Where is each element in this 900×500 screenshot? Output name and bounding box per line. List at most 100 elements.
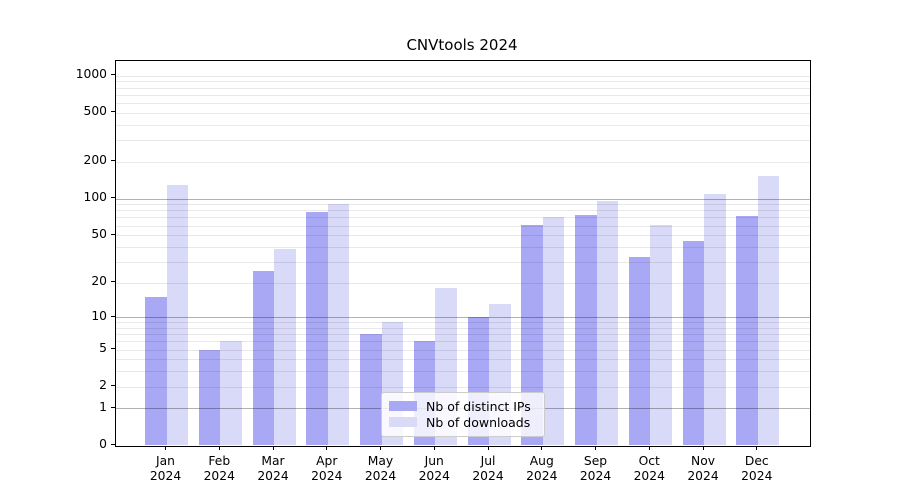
bar-sep-distinct-ips <box>575 215 597 446</box>
x-tick-label-jul: Jul 2024 <box>456 454 520 485</box>
legend-item-downloads: Nb of downloads <box>389 415 538 430</box>
x-tick-year: 2024 <box>633 469 665 483</box>
y-tick-label-5: 5 <box>99 341 107 356</box>
legend-swatch-distinct-ips-icon <box>389 401 417 411</box>
y-tick-label-2: 2 <box>99 378 107 393</box>
x-tick-year: 2024 <box>311 469 343 483</box>
y-tick-label-50: 50 <box>91 226 107 241</box>
x-tick-mark-jun <box>433 445 435 450</box>
y-tick-mark-50 <box>111 233 115 235</box>
gridline-2 <box>116 386 810 388</box>
gridline-30 <box>116 261 810 263</box>
gridline-800 <box>116 87 810 89</box>
y-tick-label-20: 20 <box>91 274 107 289</box>
grid-layer <box>116 61 810 446</box>
bar-apr-downloads <box>327 204 350 446</box>
y-tick-mark-10 <box>111 315 115 317</box>
x-tick-label-may: May 2024 <box>349 454 413 485</box>
legend: Nb of distinct IPs Nb of downloads <box>381 391 545 437</box>
gridline-5 <box>116 349 810 351</box>
x-tick-mark-oct <box>648 445 650 450</box>
bar-dec-downloads <box>757 176 780 446</box>
bar-dec-distinct-ips <box>736 215 758 446</box>
x-tick-label-sep: Sep 2024 <box>564 454 628 485</box>
x-tick-year: 2024 <box>203 469 235 483</box>
x-tick-label-jun: Jun 2024 <box>402 454 466 485</box>
gridline-10 <box>116 317 810 319</box>
y-tick-label-500: 500 <box>83 104 107 119</box>
gridline-3 <box>116 371 810 373</box>
x-tick-year: 2024 <box>364 469 397 483</box>
x-tick-label-jan: Jan 2024 <box>134 454 198 485</box>
x-tick-label-aug: Aug 2024 <box>510 454 574 485</box>
gridline-4 <box>116 359 810 361</box>
plot-area: Nb of distinct IPs Nb of downloads <box>115 59 811 447</box>
gridline-40 <box>116 246 810 248</box>
bar-mar-downloads <box>274 249 296 446</box>
y-tick-mark-0 <box>111 444 115 445</box>
x-tick-year: 2024 <box>472 469 504 483</box>
x-tick-month: May <box>367 453 394 468</box>
bar-nov-downloads <box>704 193 726 446</box>
x-tick-year: 2024 <box>579 469 612 483</box>
y-tick-label-1: 1 <box>99 399 107 414</box>
x-tick-mark-may <box>380 445 381 450</box>
bar-feb-distinct-ips <box>198 349 221 446</box>
legend-swatch-downloads-icon <box>389 417 417 427</box>
gridline-90 <box>116 204 810 206</box>
y-tick-mark-20 <box>111 281 115 283</box>
x-tick-label-apr: Apr 2024 <box>295 454 359 485</box>
gridline-700 <box>116 94 810 96</box>
y-tick-mark-2 <box>111 385 115 387</box>
y-tick-label-200: 200 <box>83 153 107 168</box>
y-tick-mark-200 <box>111 160 115 162</box>
bar-feb-downloads <box>220 341 242 446</box>
bar-aug-distinct-ips <box>521 224 543 446</box>
gridline-9 <box>116 322 810 324</box>
x-tick-mark-sep <box>595 445 596 450</box>
x-tick-label-oct: Oct 2024 <box>617 454 681 485</box>
legend-item-distinct-ips: Nb of distinct IPs <box>389 399 538 414</box>
y-tick-label-100: 100 <box>83 190 107 205</box>
gridline-600 <box>116 103 810 105</box>
x-tick-mark-nov <box>702 445 704 450</box>
gridline-70 <box>116 217 810 219</box>
x-tick-mark-dec <box>756 445 758 450</box>
x-tick-label-dec: Dec 2024 <box>725 454 789 485</box>
x-tick-mark-mar <box>272 445 274 450</box>
x-tick-month: Oct <box>638 453 660 468</box>
gridline-400 <box>116 124 810 126</box>
x-tick-mark-feb <box>218 445 220 450</box>
chart-title: CNVtools 2024 <box>406 36 518 54</box>
y-tick-mark-500 <box>111 111 115 113</box>
x-tick-month: Mar <box>261 453 285 468</box>
y-tick-mark-1000 <box>111 74 115 76</box>
x-tick-month: Apr <box>316 453 338 468</box>
gridline-900 <box>116 81 810 83</box>
bar-sep-downloads <box>596 201 618 446</box>
gridline-500 <box>116 112 810 114</box>
y-tick-label-0: 0 <box>99 437 107 451</box>
x-tick-month: Dec <box>744 453 769 468</box>
gridline-100 <box>116 198 810 200</box>
x-tick-label-feb: Feb 2024 <box>187 454 251 485</box>
y-tick-label-1000: 1000 <box>75 67 107 82</box>
legend-label-downloads: Nb of downloads <box>426 414 531 430</box>
gridline-6 <box>116 341 810 343</box>
x-tick-mark-jul <box>487 445 489 450</box>
x-tick-year: 2024 <box>418 469 450 483</box>
y-tick-mark-1 <box>111 406 115 408</box>
x-tick-mark-aug <box>541 445 543 450</box>
gridline-200 <box>116 161 810 163</box>
x-tick-year: 2024 <box>257 469 289 483</box>
x-tick-month: Jan <box>156 453 175 468</box>
x-tick-month: Aug <box>529 453 554 468</box>
y-tick-mark-100 <box>111 197 115 199</box>
bar-jan-downloads <box>166 185 188 446</box>
x-tick-month: Jun <box>424 453 444 468</box>
legend-label-distinct-ips: Nb of distinct IPs <box>426 398 531 414</box>
x-tick-month: Feb <box>208 453 231 468</box>
gridline-60 <box>116 225 810 227</box>
x-tick-label-mar: Mar 2024 <box>241 454 305 485</box>
